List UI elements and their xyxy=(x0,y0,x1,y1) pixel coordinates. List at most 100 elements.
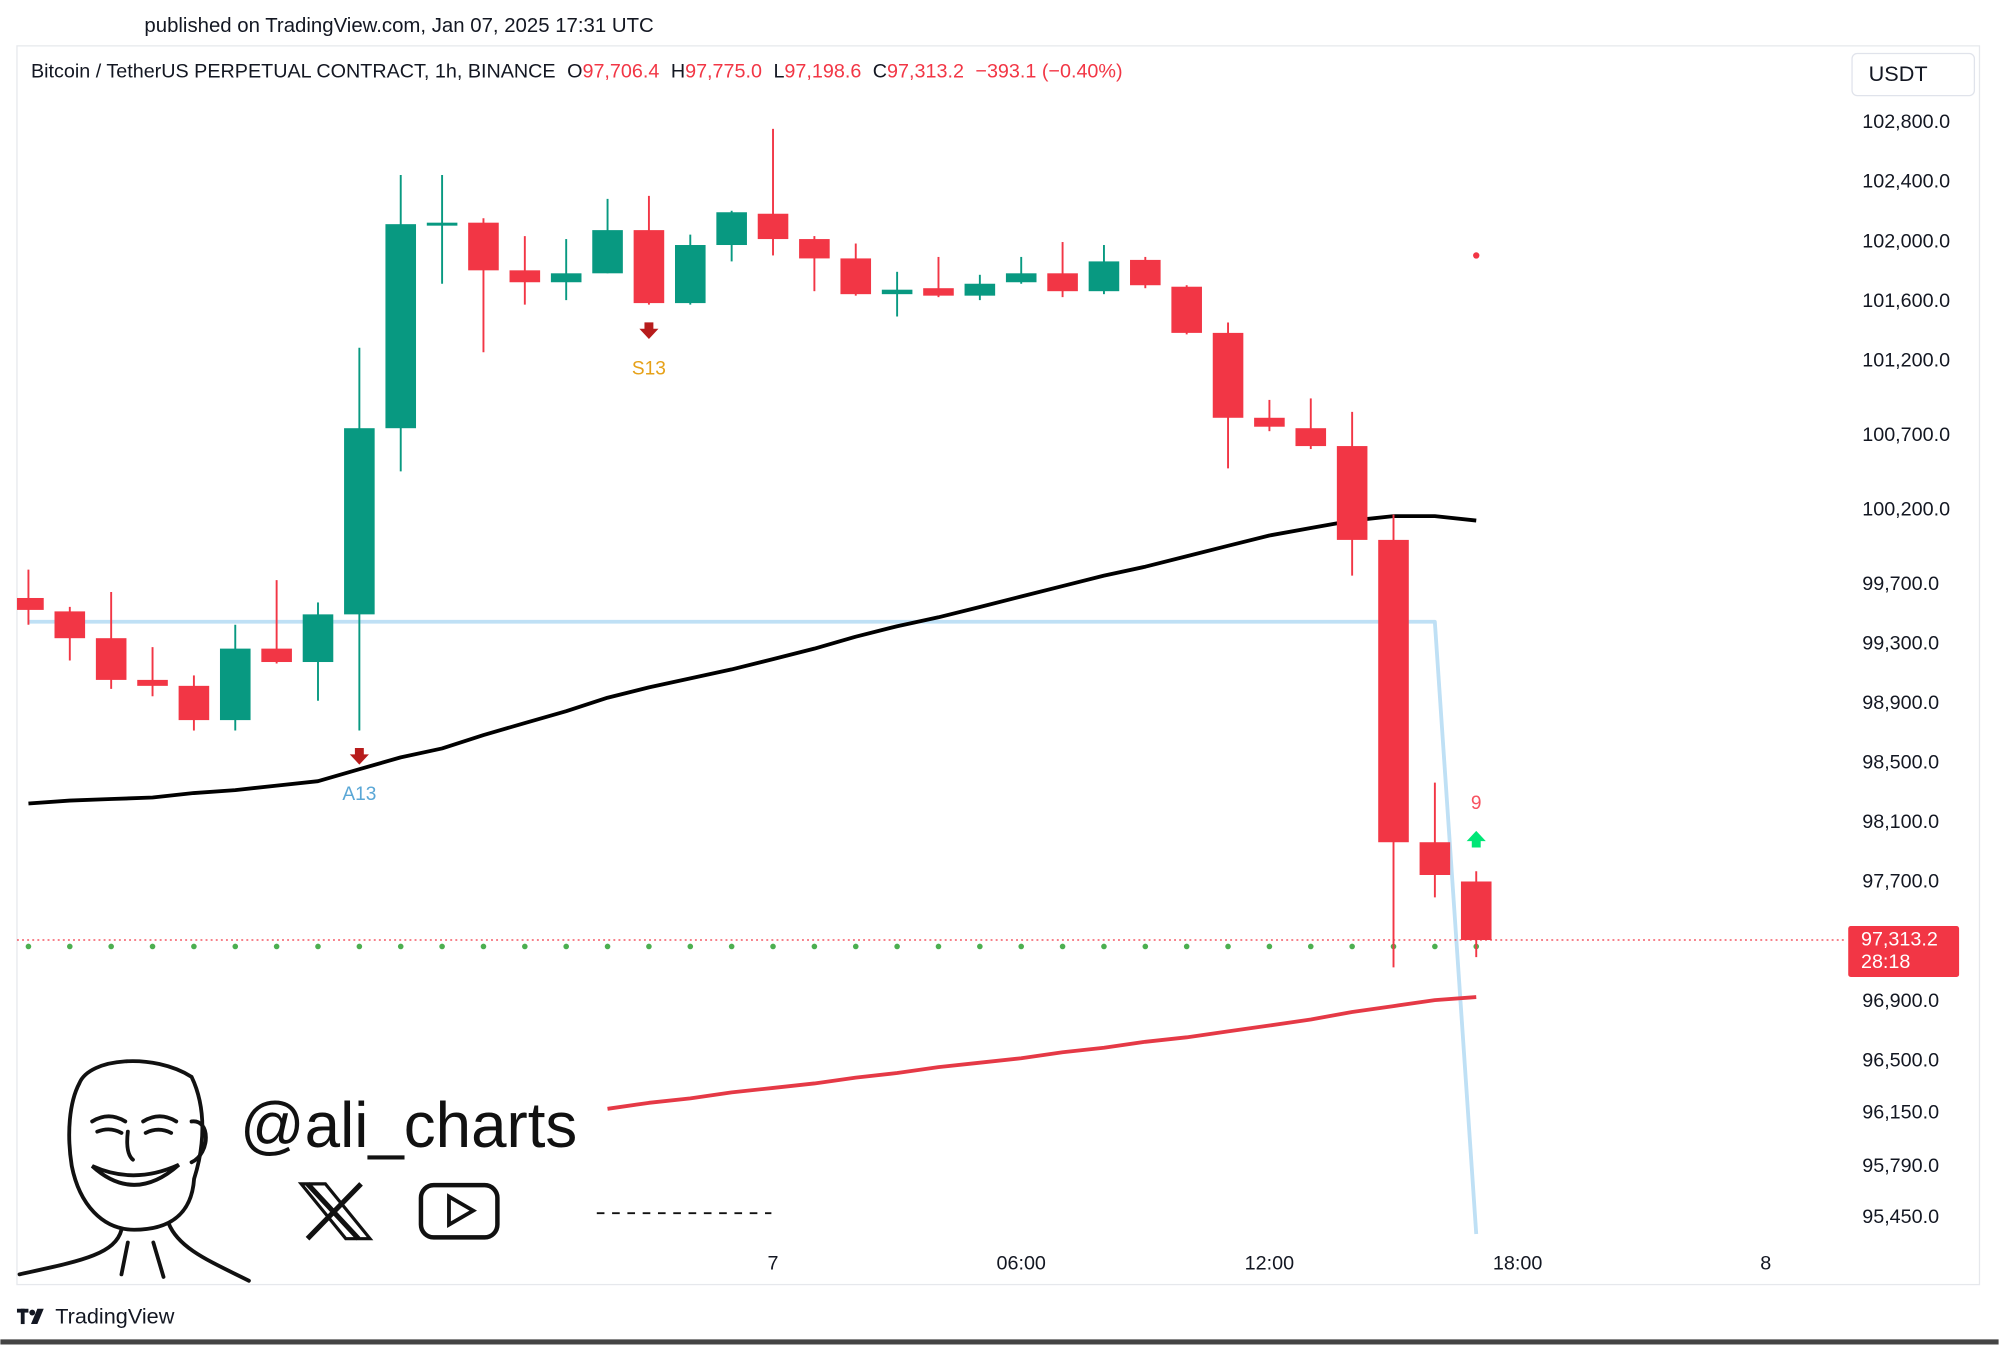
candle-body xyxy=(261,648,292,663)
candle-body xyxy=(964,283,996,296)
y-tick-label: 101,600.0 xyxy=(1862,290,1950,312)
x-tick-label: 18:00 xyxy=(1493,1252,1542,1274)
tv-logo xyxy=(16,1308,44,1325)
candle-body xyxy=(923,288,954,296)
signal-dot xyxy=(604,943,611,950)
candle-body xyxy=(1130,259,1161,286)
symbol: Bitcoin / TetherUS PERPETUAL CONTRACT, 1… xyxy=(31,61,556,83)
currency[interactable]: USDT xyxy=(1869,61,1928,86)
candle-body xyxy=(716,212,747,246)
candle-body xyxy=(1254,417,1285,427)
y-tick-label: 101,200.0 xyxy=(1862,349,1950,371)
y-tick-label: 95,450.0 xyxy=(1862,1206,1939,1228)
legend: Bitcoin / TetherUS PERPETUAL CONTRACT, 1… xyxy=(31,61,1123,83)
signal-dot xyxy=(108,943,114,950)
signal-dot xyxy=(1349,943,1355,950)
signal-dot xyxy=(315,943,321,950)
signal-dot xyxy=(232,943,239,950)
low-key: L xyxy=(773,61,784,83)
price-tag xyxy=(1848,926,1960,978)
candle-body xyxy=(592,230,623,274)
candle-body xyxy=(1460,881,1492,941)
close-value: 97,313.2 xyxy=(887,61,964,83)
candle-body xyxy=(550,273,582,283)
youtube-logo xyxy=(418,1182,500,1240)
y-tick-label: 95,790.0 xyxy=(1862,1155,1939,1177)
price-tag-countdown: 28:18 xyxy=(1861,951,1910,973)
signal-dot xyxy=(1225,943,1231,950)
x-tick-label: 8 xyxy=(1760,1252,1771,1274)
published-note: published on TradingView.com, Jan 07, 20… xyxy=(144,15,653,37)
candle-body xyxy=(137,679,168,686)
signal-label: 9 xyxy=(1471,793,1482,814)
signal-dot xyxy=(1059,943,1066,950)
signal-dot xyxy=(1018,943,1025,950)
watermark-handle: @ali_charts xyxy=(240,1089,577,1161)
signal-dot xyxy=(356,943,363,950)
signal-dot xyxy=(273,943,280,950)
signal-dot xyxy=(149,943,156,950)
y-tick-label: 99,300.0 xyxy=(1862,632,1939,654)
signal-dot xyxy=(1266,943,1273,950)
signal-label: S13 xyxy=(632,359,666,380)
candle-body xyxy=(54,611,86,639)
change: −393.1 (−0.40%) xyxy=(975,61,1122,83)
close-key: C xyxy=(873,61,887,83)
signal-dot xyxy=(770,943,776,950)
high-value: 97,775.0 xyxy=(685,61,762,83)
candle-body xyxy=(302,614,334,663)
candle-body xyxy=(385,224,417,429)
y-tick-label: 97,700.0 xyxy=(1862,871,1939,893)
candle-body xyxy=(840,258,872,295)
signal-dot xyxy=(894,943,900,950)
signal-dot xyxy=(646,943,652,950)
signal-dot xyxy=(66,943,73,950)
signal-dot xyxy=(1142,943,1149,950)
candle-body xyxy=(178,685,210,721)
candle-body xyxy=(1295,428,1327,447)
low-value: 97,198.6 xyxy=(784,61,861,83)
candle-body xyxy=(1088,261,1120,292)
signal-arrow xyxy=(639,322,659,339)
signal-dot xyxy=(1101,943,1107,950)
signal-dot xyxy=(687,943,694,950)
indicator-line xyxy=(607,995,1477,1111)
candle-body xyxy=(1419,842,1451,875)
y-tick-label: 99,700.0 xyxy=(1862,573,1939,595)
candle-body xyxy=(1005,273,1037,283)
x-logo xyxy=(297,1182,374,1241)
signal-dot xyxy=(811,943,818,950)
candle-body xyxy=(344,428,375,615)
high-key: H xyxy=(671,61,685,83)
y-tick-label: 102,000.0 xyxy=(1862,230,1950,252)
signal-arrow xyxy=(1466,830,1486,848)
plot-area: A13 S13 9 xyxy=(16,128,1846,1235)
y-tick-label: 96,150.0 xyxy=(1862,1102,1939,1124)
signal-dot xyxy=(191,943,197,950)
signal-dot xyxy=(1307,943,1314,950)
candle-body xyxy=(674,245,706,304)
candle-body xyxy=(219,648,251,721)
signal-dot xyxy=(1432,943,1438,950)
overlay: 102,800.0 102,400.0 102,000.0 101,600.0 101,… xyxy=(768,111,1960,1274)
candle-body xyxy=(509,270,541,283)
indicator-line xyxy=(28,619,1479,1235)
signal-arrow xyxy=(349,748,369,765)
x-tick-label: 12:00 xyxy=(1245,1252,1294,1274)
y-tick-label: 96,500.0 xyxy=(1862,1049,1939,1071)
candle-body xyxy=(799,239,830,259)
signal-dot xyxy=(728,943,735,950)
candle-body xyxy=(757,213,789,240)
y-tick-label: 102,400.0 xyxy=(1862,171,1950,193)
y-tick-label: 98,500.0 xyxy=(1862,752,1939,774)
y-tick-label: 98,100.0 xyxy=(1862,811,1939,833)
chart-frame xyxy=(16,45,1981,1286)
signal-dot xyxy=(397,943,404,950)
currency-button[interactable] xyxy=(1851,52,1976,97)
indicator-line xyxy=(28,514,1477,806)
signal-dot xyxy=(1183,943,1190,950)
signal-dot xyxy=(563,943,569,950)
